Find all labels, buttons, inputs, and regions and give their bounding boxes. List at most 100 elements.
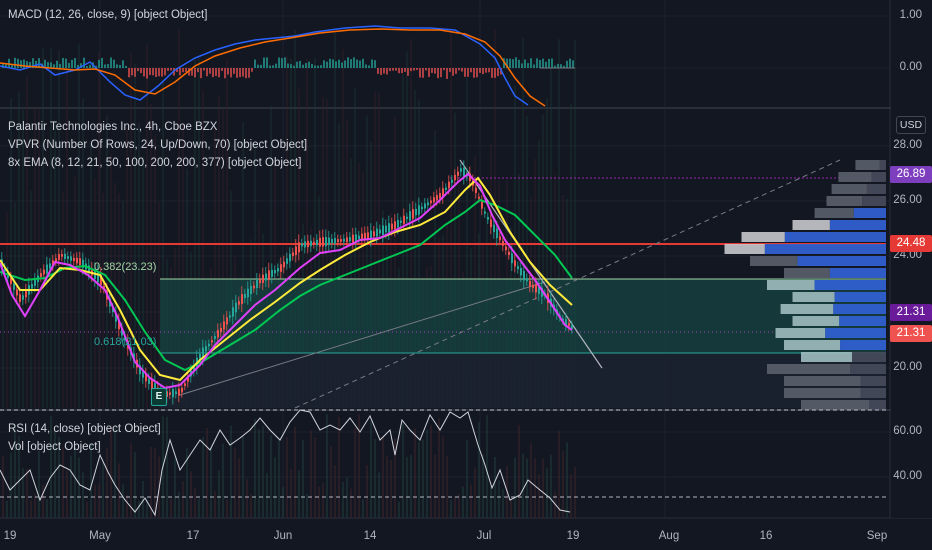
volume-bar <box>574 39 576 409</box>
volume-bar <box>526 115 528 409</box>
vpvr-row-down <box>792 220 830 230</box>
time-label-3: Jun <box>273 530 293 542</box>
rsi-pane-volume-bar <box>530 443 532 518</box>
volume-bar <box>254 141 256 408</box>
volume-bar <box>418 99 420 409</box>
volume-bar <box>354 87 356 408</box>
rsi-legend[interactable]: RSI (14, close) [object Object] <box>8 423 161 435</box>
candle-body <box>364 232 366 240</box>
macd-hist-bar <box>260 64 262 68</box>
vpvr-row-down <box>838 172 872 182</box>
macd-hist-bar <box>530 58 532 68</box>
rsi-pane-volume-bar <box>442 436 444 518</box>
macd-hist-bar <box>56 60 58 68</box>
macd-hist-bar <box>434 68 436 74</box>
earnings-badge[interactable]: E <box>151 388 167 406</box>
rsi-pane-volume-bar <box>62 447 64 518</box>
macd-histogram <box>2 57 574 79</box>
macd-hist-bar <box>389 68 391 72</box>
volume-bar <box>558 39 560 408</box>
macd-hist-bar <box>506 58 508 68</box>
signal-line <box>0 28 546 107</box>
macd-hist-bar <box>155 68 157 77</box>
candle-body <box>13 283 15 290</box>
rsi-pane-volume-bar <box>458 493 460 518</box>
candle-body <box>181 387 183 393</box>
macd-hist-bar <box>188 68 190 76</box>
macd-hist-bar <box>263 57 265 68</box>
candle-body <box>268 270 270 280</box>
macd-hist-bar <box>149 68 151 75</box>
macd-hist-bar <box>152 68 154 76</box>
rsi-pane-volume-bar <box>270 435 272 518</box>
vpvr-row-down <box>767 364 851 374</box>
candle-body <box>91 268 93 276</box>
rsi-pane-volume-bar <box>446 455 448 518</box>
candle-body <box>289 254 291 262</box>
macd-hist-bar <box>350 59 352 68</box>
rsi-pane-volume-bar <box>386 456 388 518</box>
volume-bar <box>366 115 368 408</box>
ema-legend[interactable]: 8x EMA (8, 12, 21, 50, 100, 200, 200, 37… <box>8 157 302 169</box>
rsi-pane-volume-bar <box>494 456 496 518</box>
macd-hist-bar <box>32 58 34 68</box>
macd-hist-bar <box>443 68 445 71</box>
price-tag-ema: 21.31 <box>890 304 932 321</box>
macd-hist-bar <box>509 58 511 68</box>
macd-hist-bar <box>86 65 88 68</box>
candle-body <box>397 219 399 228</box>
volume-legend[interactable]: Vol [object Object] <box>8 441 101 453</box>
candle-body <box>541 287 543 297</box>
candle-body <box>433 197 435 203</box>
candle-body <box>394 221 396 230</box>
macd-hist-bar <box>74 58 76 68</box>
rsi-pane-volume-bar <box>210 448 212 518</box>
macd-hist-bar <box>338 59 340 68</box>
rsi-pane-volume-bar <box>542 458 544 518</box>
vpvr-row-down <box>780 304 834 314</box>
rsi-axis-60: 60.00 <box>893 425 922 437</box>
macd-hist-bar <box>362 58 364 68</box>
macd-hist-bar <box>167 68 169 71</box>
volume-bar <box>374 91 376 408</box>
main-pane-title[interactable]: Palantir Technologies Inc., 4h, Cboe BZX <box>8 121 218 133</box>
macd-hist-bar <box>170 68 172 71</box>
rsi-pane-volume-bar <box>110 426 112 518</box>
candle-body <box>295 246 297 256</box>
macd-hist-bar <box>317 65 319 68</box>
macd-legend[interactable]: MACD (12, 26, close, 9) [object Object] <box>8 9 208 21</box>
candle-body <box>436 195 438 201</box>
macd-hist-bar <box>491 68 493 78</box>
rsi-pane-volume-bar <box>238 457 240 518</box>
candle-body <box>391 223 393 230</box>
macd-hist-bar <box>542 58 544 68</box>
macd-hist-bar <box>344 60 346 68</box>
dashed-trend-line[interactable] <box>294 159 841 409</box>
candle-body <box>232 307 234 317</box>
rsi-pane-volume-bar <box>10 452 12 518</box>
vpvr-legend[interactable]: VPVR (Number Of Rows, 24, Up/Down, 70) [… <box>8 139 308 151</box>
candle-body <box>70 256 72 261</box>
macd-hist-bar <box>398 68 400 74</box>
vpvr-row-up <box>825 328 886 338</box>
macd-hist-bar <box>230 68 232 78</box>
rsi-pane-volume-bar <box>338 416 340 518</box>
volume-bar <box>286 55 288 408</box>
candle-body <box>331 239 333 244</box>
volume-bar <box>118 193 120 408</box>
macd-hist-bar <box>563 65 565 68</box>
rsi-pane-volume-bar <box>298 470 300 518</box>
candle-body <box>346 237 348 243</box>
macd-hist-bar <box>14 57 16 68</box>
solid-trend-line-lower[interactable] <box>179 281 546 396</box>
candle-body <box>313 241 315 245</box>
macd-hist-bar <box>179 68 181 76</box>
rsi-pane-volume-bar <box>6 500 8 518</box>
candle-body <box>373 231 375 237</box>
currency-button[interactable]: USD <box>896 116 926 134</box>
rsi-pane-volume-bar <box>470 484 472 518</box>
rsi-pane-volume-bar <box>538 474 540 518</box>
macd-hist-bar <box>380 68 382 75</box>
volume-bar <box>46 256 48 408</box>
